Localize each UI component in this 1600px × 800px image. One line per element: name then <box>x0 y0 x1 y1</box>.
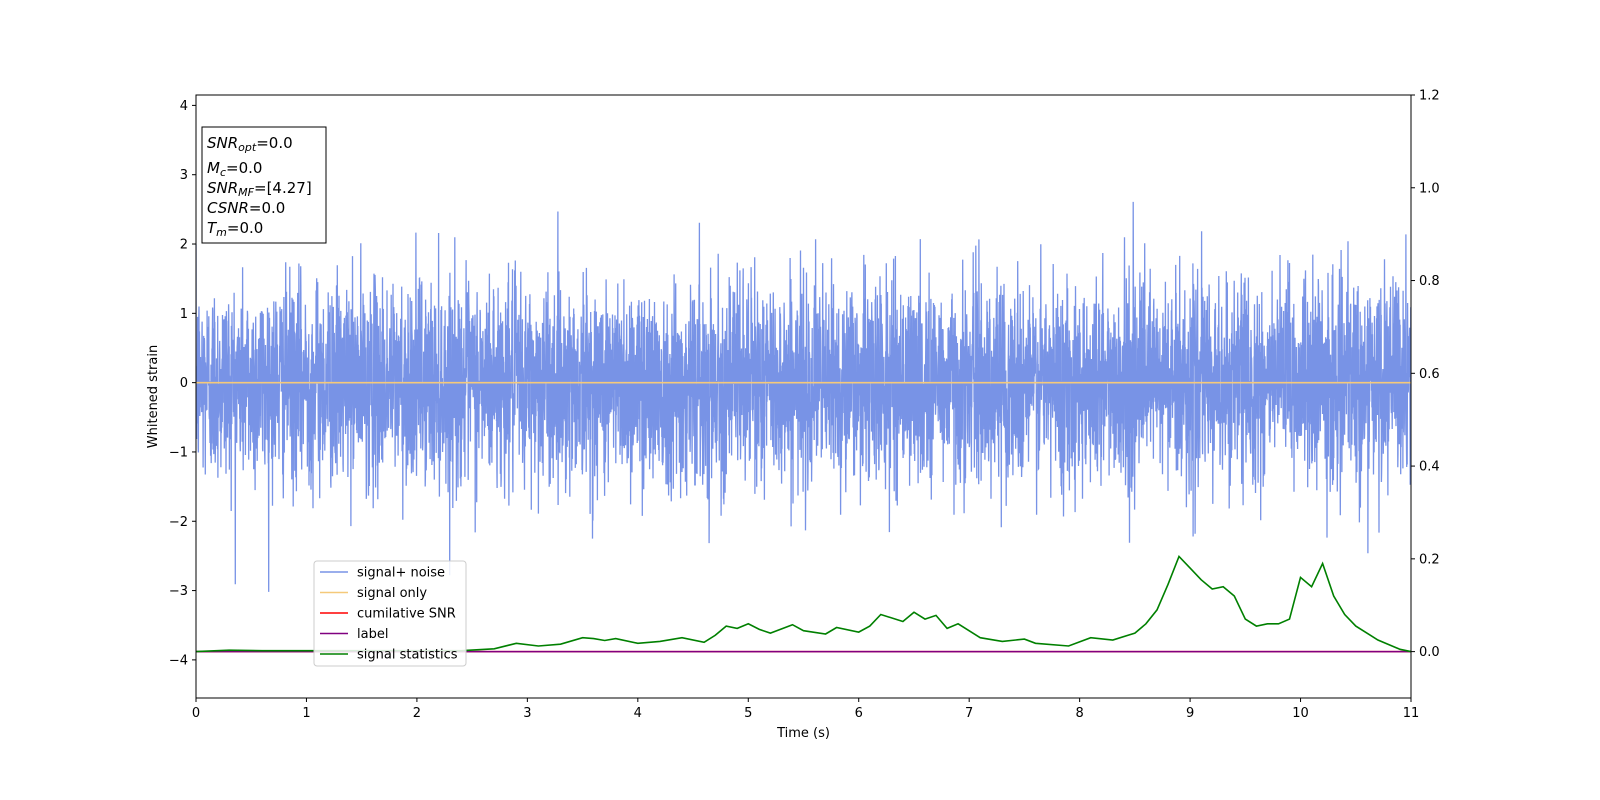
legend-entry: signal+ noise <box>357 566 445 581</box>
x-tick-label: 2 <box>413 706 421 721</box>
x-tick-label: 0 <box>192 706 200 721</box>
info-line: Mc=0.0 <box>207 159 262 179</box>
y2-tick-label: 0.4 <box>1419 460 1440 475</box>
axes: 0 1 2 3 4 5 6 7 8 9 10 11 −4 −3 −2 −1 0 1 2 3 4 0.0 0.2 0.4 0.6 0… <box>169 89 1440 722</box>
y-tick-label: −2 <box>169 515 188 530</box>
y-tick-label: −3 <box>169 584 188 599</box>
info-line: CSNR=0.0 <box>207 199 285 217</box>
y-tick-label: 3 <box>180 168 188 183</box>
info-line: SNRMF=[4.27] <box>207 179 312 199</box>
legend-box <box>313 560 467 667</box>
y-tick-label: −4 <box>169 653 188 668</box>
y2-tick-label: 0.2 <box>1419 552 1440 567</box>
x-tick-label: 9 <box>1186 706 1194 721</box>
x-tick-label: 5 <box>744 706 752 721</box>
y-tick-label: 0 <box>180 376 188 391</box>
x-tick-label: 4 <box>634 706 642 721</box>
x-tick-label: 8 <box>1075 706 1083 721</box>
x-tick-label: 6 <box>855 706 863 721</box>
plot-frame <box>195 94 1412 699</box>
x-tick-label: 11 <box>1403 706 1420 721</box>
y-tick-label: 1 <box>180 307 188 322</box>
y2-tick-label: 0.0 <box>1419 645 1440 660</box>
y2-tick-label: 1.0 <box>1419 181 1440 196</box>
y-tick-label: −1 <box>169 445 188 460</box>
y-axis-label: Whitened strain <box>146 345 161 448</box>
y-tick-label: 2 <box>180 238 188 253</box>
x-tick-label: 3 <box>523 706 531 721</box>
series-signal-noise-line <box>196 201 1411 592</box>
info-line: SNRopt=0.0 <box>207 134 293 154</box>
x-tick-label: 7 <box>965 706 973 721</box>
y2-tick-label: 0.6 <box>1419 367 1440 382</box>
legend: signal+ noise signal only cumilative SNR la… <box>313 560 467 667</box>
y2-tick-label: 0.8 <box>1419 274 1440 289</box>
x-tick-label: 1 <box>302 706 310 721</box>
info-line: Tm=0.0 <box>207 219 263 239</box>
y-tick-label: 4 <box>180 99 188 114</box>
legend-entry: label <box>357 627 388 642</box>
legend-entry: signal statistics <box>357 648 458 663</box>
y2-tick-label: 1.2 <box>1419 89 1440 104</box>
legend-entry: cumilative SNR <box>357 607 456 622</box>
series-signal-statistics-line <box>196 555 1411 653</box>
legend-entry: signal only <box>357 586 427 601</box>
x-tick-label: 10 <box>1292 706 1309 721</box>
info-box-frame <box>201 126 327 244</box>
x-axis-label: Time (s) <box>776 726 830 741</box>
